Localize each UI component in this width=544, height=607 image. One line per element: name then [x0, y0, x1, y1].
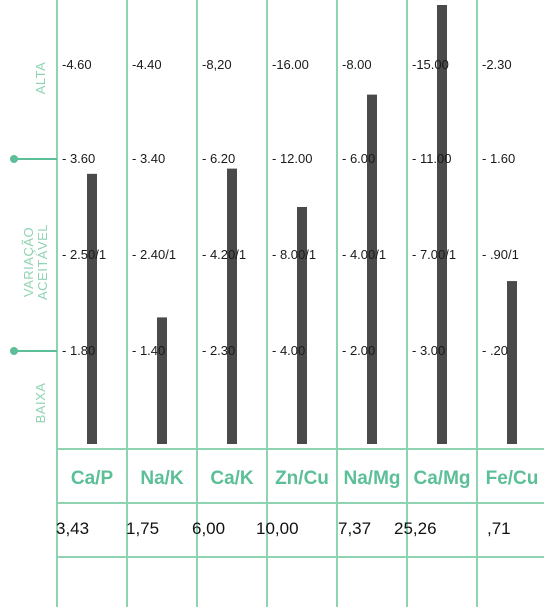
scale-label-alta: -2.30: [482, 57, 512, 72]
bar: [157, 317, 167, 444]
category-header: Zn/Cu: [275, 468, 329, 489]
scale-label-upper: - 12.00: [272, 151, 312, 166]
scale-label-alta: -8.00: [342, 57, 372, 72]
scale-label-lower: - 1.80: [62, 343, 95, 358]
value-label: 1,75: [126, 519, 159, 538]
category-header: Fe/Cu: [486, 468, 539, 489]
column-ca-k: -8,20 - 6.20 - 4.20/1 - 2.30 Ca/K 6,00: [192, 57, 254, 538]
bar: [87, 173, 97, 444]
value-label: 6,00: [192, 519, 225, 538]
column-ca-p: -4.60 - 3.60 - 2.50/1 - 1.80 Ca/P 3,43: [56, 57, 113, 538]
scale-label-lower: - 1.40: [132, 343, 165, 358]
bar: [507, 281, 517, 444]
category-header: Na/Mg: [344, 468, 401, 489]
scale-label-lower: - .20: [482, 343, 508, 358]
scale-label-ideal: - 2.50/1: [62, 247, 106, 262]
scale-label-alta: -15.00: [412, 57, 449, 72]
scale-label-ideal: - 4.20/1: [202, 247, 246, 262]
scale-label-ideal: - 2.40/1: [132, 247, 176, 262]
scale-label-upper: - 6.00: [342, 151, 375, 166]
scale-label-ideal: - 7.00/1: [412, 247, 456, 262]
category-header: Na/K: [140, 468, 184, 489]
value-label: 7,37: [338, 519, 371, 538]
value-label: ,71: [487, 519, 511, 538]
scale-label-lower: - 3.00: [412, 343, 445, 358]
zone-label-low: BAIXA: [33, 383, 48, 424]
column-na-k: -4.40 - 3.40 - 2.40/1 - 1.40 Na/K 1,75: [126, 57, 184, 538]
zone-label-acceptable-2: ACEITÁVEL: [35, 224, 50, 300]
scale-label-alta: -4.60: [62, 57, 92, 72]
scale-label-upper: - 1.60: [482, 151, 515, 166]
scale-label-ideal: - 8.00/1: [272, 247, 316, 262]
scale-label-alta: -8,20: [202, 57, 232, 72]
grid-lines: [10, 0, 544, 607]
scale-label-alta: -4.40: [132, 57, 162, 72]
zone-label-acceptable-1: VARIAÇÃO: [21, 227, 36, 297]
ratio-columns: -4.60 - 3.60 - 2.50/1 - 1.80 Ca/P 3,43 -4.40 - …: [56, 5, 538, 538]
value-label: 3,43: [56, 519, 89, 538]
scale-label-ideal: - .90/1: [482, 247, 519, 262]
value-label: 10,00: [256, 519, 299, 538]
category-header: Ca/Mg: [414, 468, 471, 489]
column-zn-cu: -16.00 - 12.00 - 8.00/1 - 4.00 Zn/Cu 10,00: [256, 57, 329, 538]
lower-limit-dot: [10, 347, 18, 355]
scale-label-lower: - 4.00: [272, 343, 305, 358]
scale-label-alta: -16.00: [272, 57, 309, 72]
upper-limit-dot: [10, 155, 18, 163]
column-fe-cu: -2.30 - 1.60 - .90/1 - .20 Fe/Cu ,71: [482, 57, 538, 538]
scale-label-upper: - 3.60: [62, 151, 95, 166]
scale-label-upper: - 3.40: [132, 151, 165, 166]
bar: [227, 168, 237, 444]
bar: [367, 94, 377, 445]
value-label: 25,26: [394, 519, 437, 538]
scale-label-lower: - 2.00: [342, 343, 375, 358]
scale-label-lower: - 2.30: [202, 343, 235, 358]
bar: [437, 5, 447, 444]
scale-label-upper: - 11.00: [412, 151, 452, 166]
bar: [297, 207, 307, 444]
scale-label-upper: - 6.20: [202, 151, 235, 166]
column-dividers: [126, 0, 478, 607]
scale-label-ideal: - 4.00/1: [342, 247, 386, 262]
category-header: Ca/K: [210, 468, 254, 489]
column-ca-mg: -15.00 - 11.00 - 7.00/1 - 3.00 Ca/Mg 25,26: [394, 5, 471, 538]
column-na-mg: -8.00 - 6.00 - 4.00/1 - 2.00 Na/Mg 7,37: [338, 57, 401, 538]
zone-labels: ALTA VARIAÇÃO ACEITÁVEL BAIXA: [21, 62, 50, 424]
zone-label-high: ALTA: [33, 62, 48, 95]
category-header: Ca/P: [71, 468, 114, 489]
